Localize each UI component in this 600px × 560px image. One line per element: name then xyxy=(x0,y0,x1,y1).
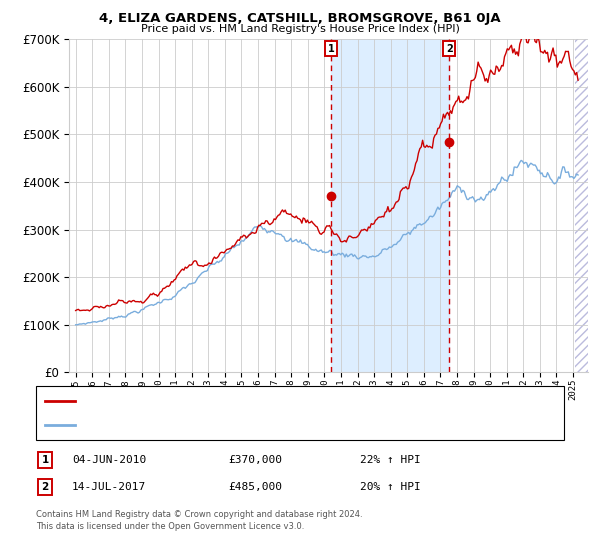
Text: 14-JUL-2017: 14-JUL-2017 xyxy=(72,482,146,492)
Bar xyxy=(575,39,593,372)
Text: 2: 2 xyxy=(41,482,49,492)
Text: Price paid vs. HM Land Registry's House Price Index (HPI): Price paid vs. HM Land Registry's House … xyxy=(140,24,460,34)
Text: 4, ELIZA GARDENS, CATSHILL, BROMSGROVE, B61 0JA (detached house): 4, ELIZA GARDENS, CATSHILL, BROMSGROVE, … xyxy=(81,396,434,407)
Text: 1: 1 xyxy=(41,455,49,465)
Text: HPI: Average price, detached house, Bromsgrove: HPI: Average price, detached house, Brom… xyxy=(81,419,320,430)
Bar xyxy=(331,39,449,372)
Text: £370,000: £370,000 xyxy=(228,455,282,465)
Text: Contains HM Land Registry data © Crown copyright and database right 2024.: Contains HM Land Registry data © Crown c… xyxy=(36,510,362,519)
Text: 22% ↑ HPI: 22% ↑ HPI xyxy=(360,455,421,465)
Text: This data is licensed under the Open Government Licence v3.0.: This data is licensed under the Open Gov… xyxy=(36,522,304,531)
Text: 04-JUN-2010: 04-JUN-2010 xyxy=(72,455,146,465)
Text: 20% ↑ HPI: 20% ↑ HPI xyxy=(360,482,421,492)
Bar xyxy=(575,39,593,372)
Text: 1: 1 xyxy=(328,44,335,54)
Text: 2: 2 xyxy=(446,44,453,54)
Text: £485,000: £485,000 xyxy=(228,482,282,492)
Text: 4, ELIZA GARDENS, CATSHILL, BROMSGROVE, B61 0JA: 4, ELIZA GARDENS, CATSHILL, BROMSGROVE, … xyxy=(99,12,501,25)
